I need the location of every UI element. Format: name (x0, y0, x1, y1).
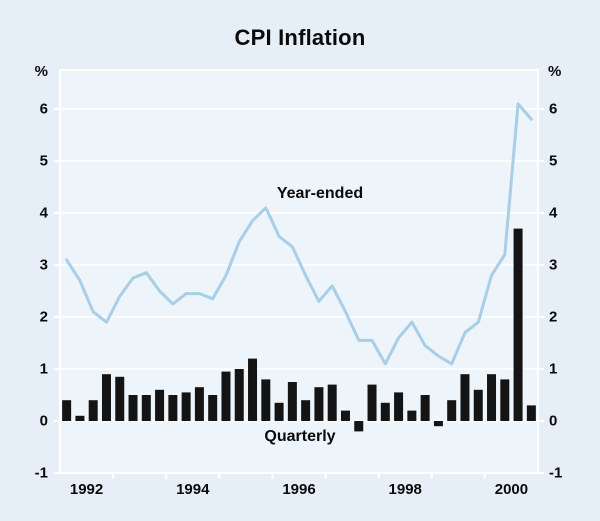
bar-1992-Q2 (75, 415, 85, 421)
bar-1999-Q1 (433, 421, 443, 427)
bar-1992-Q3 (88, 400, 98, 421)
x-axis-label-2000: 2000 (494, 481, 529, 498)
bar-1993-Q1 (115, 376, 125, 421)
y-axis-label-2: 2 (39, 308, 48, 326)
y-axis-label-4: 4 (549, 204, 558, 222)
x-axis-label-1996: 1996 (282, 481, 316, 498)
bar-1996-Q4 (314, 387, 324, 421)
y-axis-label-0: 0 (549, 412, 558, 430)
x-axis-label-1998: 1998 (388, 481, 422, 498)
y-axis-label-4: 4 (39, 204, 48, 222)
bar-1999-Q3 (460, 374, 470, 421)
y-axis-label-0: 0 (39, 412, 48, 430)
bar-1994-Q3 (194, 387, 204, 421)
y-axis-label--1: -1 (34, 464, 48, 482)
x-axis-label-1994: 1994 (176, 481, 210, 498)
bar-1992-Q1 (62, 400, 72, 421)
bar-2000-Q1 (487, 374, 497, 421)
bar-1999-Q2 (447, 400, 457, 421)
bar-1998-Q4 (420, 395, 430, 421)
bar-1995-Q1 (221, 371, 231, 421)
bar-1995-Q3 (248, 358, 258, 421)
y-axis-label-3: 3 (39, 256, 48, 274)
y-axis-label-5: 5 (549, 152, 558, 170)
y-axis-label-2: 2 (549, 308, 558, 326)
bar-1996-Q2 (287, 382, 297, 421)
bar-1995-Q4 (261, 379, 271, 421)
y-axis-label-6: 6 (549, 100, 558, 118)
y-axis-label--1: -1 (549, 464, 563, 482)
quarterly-series-label: Quarterly (264, 428, 336, 445)
y-axis-label-6: 6 (39, 100, 48, 118)
bar-2000-Q4 (526, 405, 536, 421)
year-ended-series-label: Year-ended (276, 185, 364, 202)
bar-1996-Q3 (301, 400, 311, 421)
bar-1998-Q1 (380, 402, 390, 421)
bar-1997-Q2 (340, 410, 350, 421)
bar-1997-Q3 (354, 421, 364, 432)
x-axis-label-1992: 1992 (69, 481, 104, 498)
bar-2000-Q3 (513, 228, 523, 421)
bar-1993-Q4 (155, 389, 165, 421)
y-axis-label-3: 3 (549, 256, 558, 274)
bar-1994-Q4 (208, 395, 218, 421)
y-axis-unit-left: % (34, 63, 48, 80)
bar-1999-Q4 (473, 389, 483, 421)
bar-1995-Q2 (234, 369, 244, 421)
y-axis-label-5: 5 (39, 152, 48, 170)
bar-1994-Q2 (181, 392, 191, 421)
y-axis-label-1: 1 (549, 360, 558, 378)
bar-1994-Q1 (168, 395, 178, 421)
bar-1997-Q1 (327, 384, 337, 421)
bar-1993-Q3 (141, 395, 151, 421)
bar-1997-Q4 (367, 384, 377, 421)
bar-1992-Q4 (101, 374, 111, 421)
plot-background (60, 70, 538, 473)
chart-title: CPI Inflation (234, 25, 366, 50)
year-ended-line (65, 102, 533, 366)
y-axis-label-1: 1 (39, 360, 48, 378)
bar-1996-Q1 (274, 402, 284, 421)
bar-1993-Q2 (128, 395, 138, 421)
bar-1998-Q3 (407, 410, 417, 421)
y-axis-unit-right: % (548, 63, 562, 80)
bar-1998-Q2 (394, 392, 404, 421)
bar-2000-Q2 (500, 379, 510, 421)
plot-frame (59, 69, 539, 474)
